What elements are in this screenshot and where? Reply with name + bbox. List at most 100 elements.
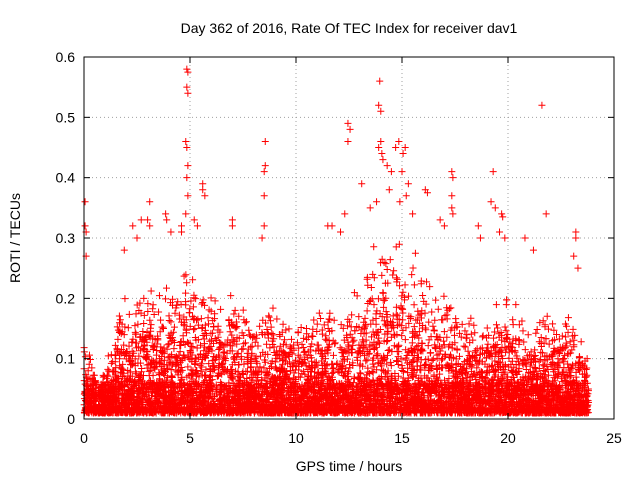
- data-point: [256, 322, 264, 330]
- data-point: [226, 328, 234, 336]
- data-point: [353, 322, 361, 330]
- data-point: [223, 340, 231, 348]
- data-point: [356, 369, 364, 377]
- data-point: [512, 301, 520, 309]
- data-point: [461, 343, 469, 351]
- data-point: [491, 373, 499, 381]
- data-point: [453, 345, 461, 353]
- data-point: [545, 340, 553, 348]
- data-point: [206, 337, 214, 345]
- data-point: [432, 296, 440, 304]
- data-point: [384, 347, 392, 355]
- data-point: [328, 327, 336, 335]
- data-point: [107, 351, 115, 359]
- data-point: [191, 361, 199, 369]
- data-point: [467, 330, 475, 338]
- data-point: [260, 364, 268, 372]
- data-point: [542, 335, 550, 343]
- data-point: [361, 314, 369, 322]
- data-point: [533, 325, 541, 333]
- data-point: [445, 343, 453, 351]
- data-point: [370, 243, 378, 251]
- data-point: [214, 333, 222, 341]
- data-point: [393, 357, 401, 365]
- data-point: [344, 370, 352, 378]
- data-point: [253, 334, 261, 342]
- data-point: [309, 333, 317, 340]
- data-point: [266, 344, 274, 352]
- data-point: [228, 374, 236, 382]
- data-point: [265, 313, 273, 321]
- data-point: [285, 325, 293, 333]
- data-point: [440, 337, 448, 345]
- data-point: [254, 342, 262, 350]
- data-point: [492, 321, 500, 329]
- data-point: [519, 327, 527, 335]
- data-point: [267, 323, 275, 331]
- data-point: [140, 294, 148, 302]
- data-point: [174, 298, 182, 306]
- data-point: [378, 255, 386, 263]
- data-point: [330, 364, 338, 372]
- data-point: [163, 284, 171, 292]
- data-point: [387, 362, 395, 370]
- data-point: [239, 306, 247, 314]
- data-point: [369, 369, 377, 377]
- data-point: [402, 354, 410, 362]
- data-point: [399, 309, 407, 317]
- data-point: [197, 315, 205, 323]
- data-point: [398, 332, 406, 340]
- data-point: [275, 351, 283, 359]
- data-point: [119, 360, 127, 368]
- data-point: [398, 305, 406, 313]
- data-point: [432, 362, 440, 370]
- data-point: [562, 339, 570, 347]
- data-point: [555, 359, 563, 367]
- data-point: [297, 324, 305, 332]
- data-point: [397, 302, 405, 310]
- data-point: [491, 328, 499, 336]
- data-point: [264, 330, 272, 338]
- data-point: [426, 283, 434, 291]
- data-point: [162, 295, 170, 303]
- data-point: [405, 319, 413, 327]
- data-point: [187, 297, 195, 305]
- data-point: [409, 264, 417, 272]
- data-point: [208, 347, 216, 355]
- data-point: [283, 387, 291, 395]
- data-point: [217, 305, 225, 313]
- data-point: [111, 351, 119, 359]
- data-point: [202, 331, 210, 339]
- data-point: [404, 364, 412, 372]
- data-point: [231, 306, 239, 314]
- data-point: [377, 259, 385, 267]
- data-point: [131, 328, 139, 336]
- data-point: [118, 328, 126, 336]
- data-point: [178, 355, 186, 363]
- data-point: [351, 327, 359, 335]
- data-point: [308, 332, 316, 340]
- data-point: [240, 340, 248, 348]
- data-point: [423, 278, 431, 286]
- data-point: [440, 292, 448, 300]
- data-point: [509, 321, 517, 329]
- data-point: [513, 369, 521, 377]
- data-point: [559, 356, 567, 364]
- data-point: [370, 274, 378, 282]
- data-point: [381, 320, 389, 328]
- data-point: [165, 312, 173, 320]
- data-point: [282, 326, 290, 334]
- data-point: [84, 367, 92, 375]
- data-point: [389, 271, 397, 279]
- data-point: [147, 287, 155, 295]
- data-point: [177, 363, 185, 371]
- data-point: [450, 372, 458, 380]
- data-point: [164, 354, 172, 362]
- data-point: [112, 364, 120, 372]
- data-point: [353, 353, 361, 361]
- data-point: [298, 340, 306, 348]
- data-point: [583, 355, 591, 363]
- data-point: [387, 358, 395, 366]
- data-point: [377, 362, 385, 370]
